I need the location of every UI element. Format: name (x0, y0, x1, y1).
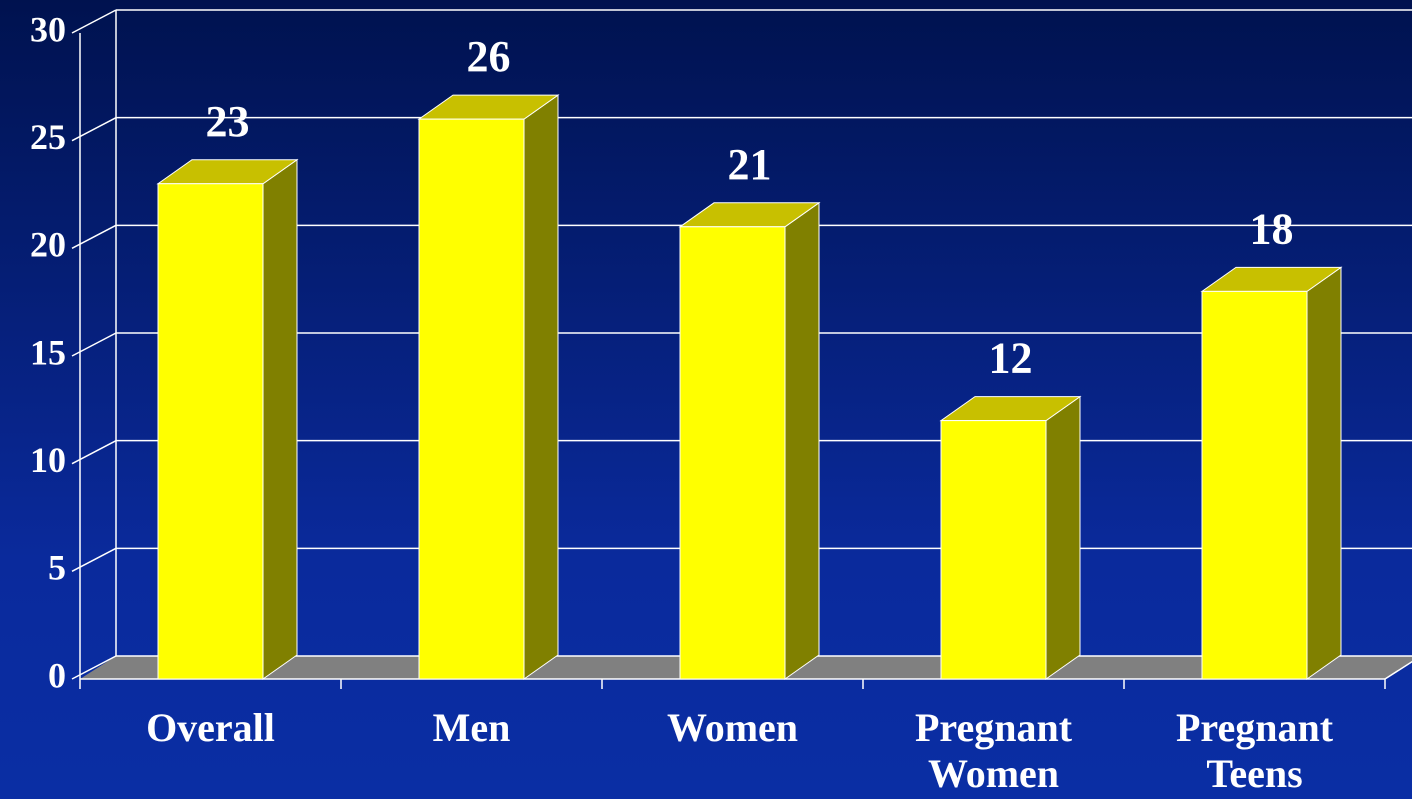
y-tick-label: 10 (30, 440, 66, 480)
bar-side (262, 158, 298, 680)
tick-mark (71, 440, 117, 465)
bar-front (418, 118, 525, 680)
bar-side (523, 94, 559, 680)
bar-front (679, 226, 786, 680)
x-tick-label: Overall (146, 705, 275, 750)
tick-mark (71, 9, 117, 34)
bar (678, 201, 821, 680)
value-label: 26 (467, 32, 511, 81)
tick-mark (71, 224, 117, 249)
bar-front (1201, 290, 1308, 680)
y-tick-label: 25 (30, 117, 66, 157)
x-tick-label: Pregnant Women (914, 705, 1073, 796)
x-tick-label: Women (666, 705, 799, 750)
bar-side (1045, 395, 1081, 680)
value-label: 23 (206, 97, 250, 146)
y-tick-label: 20 (30, 225, 66, 265)
bar (1200, 266, 1343, 680)
tick-mark (71, 655, 117, 680)
value-label: 21 (728, 140, 772, 189)
bar (156, 158, 299, 680)
bar-side (1306, 266, 1342, 680)
x-tick-label: Pregnant Teens (1175, 705, 1334, 796)
y-tick-label: 5 (48, 548, 66, 588)
floor-edge (1384, 660, 1412, 680)
value-label: 18 (1250, 204, 1294, 253)
tick-mark (71, 547, 117, 572)
value-label: 12 (989, 334, 1033, 383)
bar-side (784, 201, 820, 680)
bar (939, 395, 1082, 680)
y-tick-label: 0 (48, 655, 66, 695)
x-tick-label: Men (432, 705, 511, 750)
tick-mark (71, 332, 117, 357)
bar-front (940, 420, 1047, 680)
bar (417, 94, 560, 680)
bar-front (157, 183, 264, 680)
y-tick-label: 30 (30, 9, 66, 49)
y-tick-label: 15 (30, 332, 66, 372)
tick-mark (71, 117, 117, 142)
